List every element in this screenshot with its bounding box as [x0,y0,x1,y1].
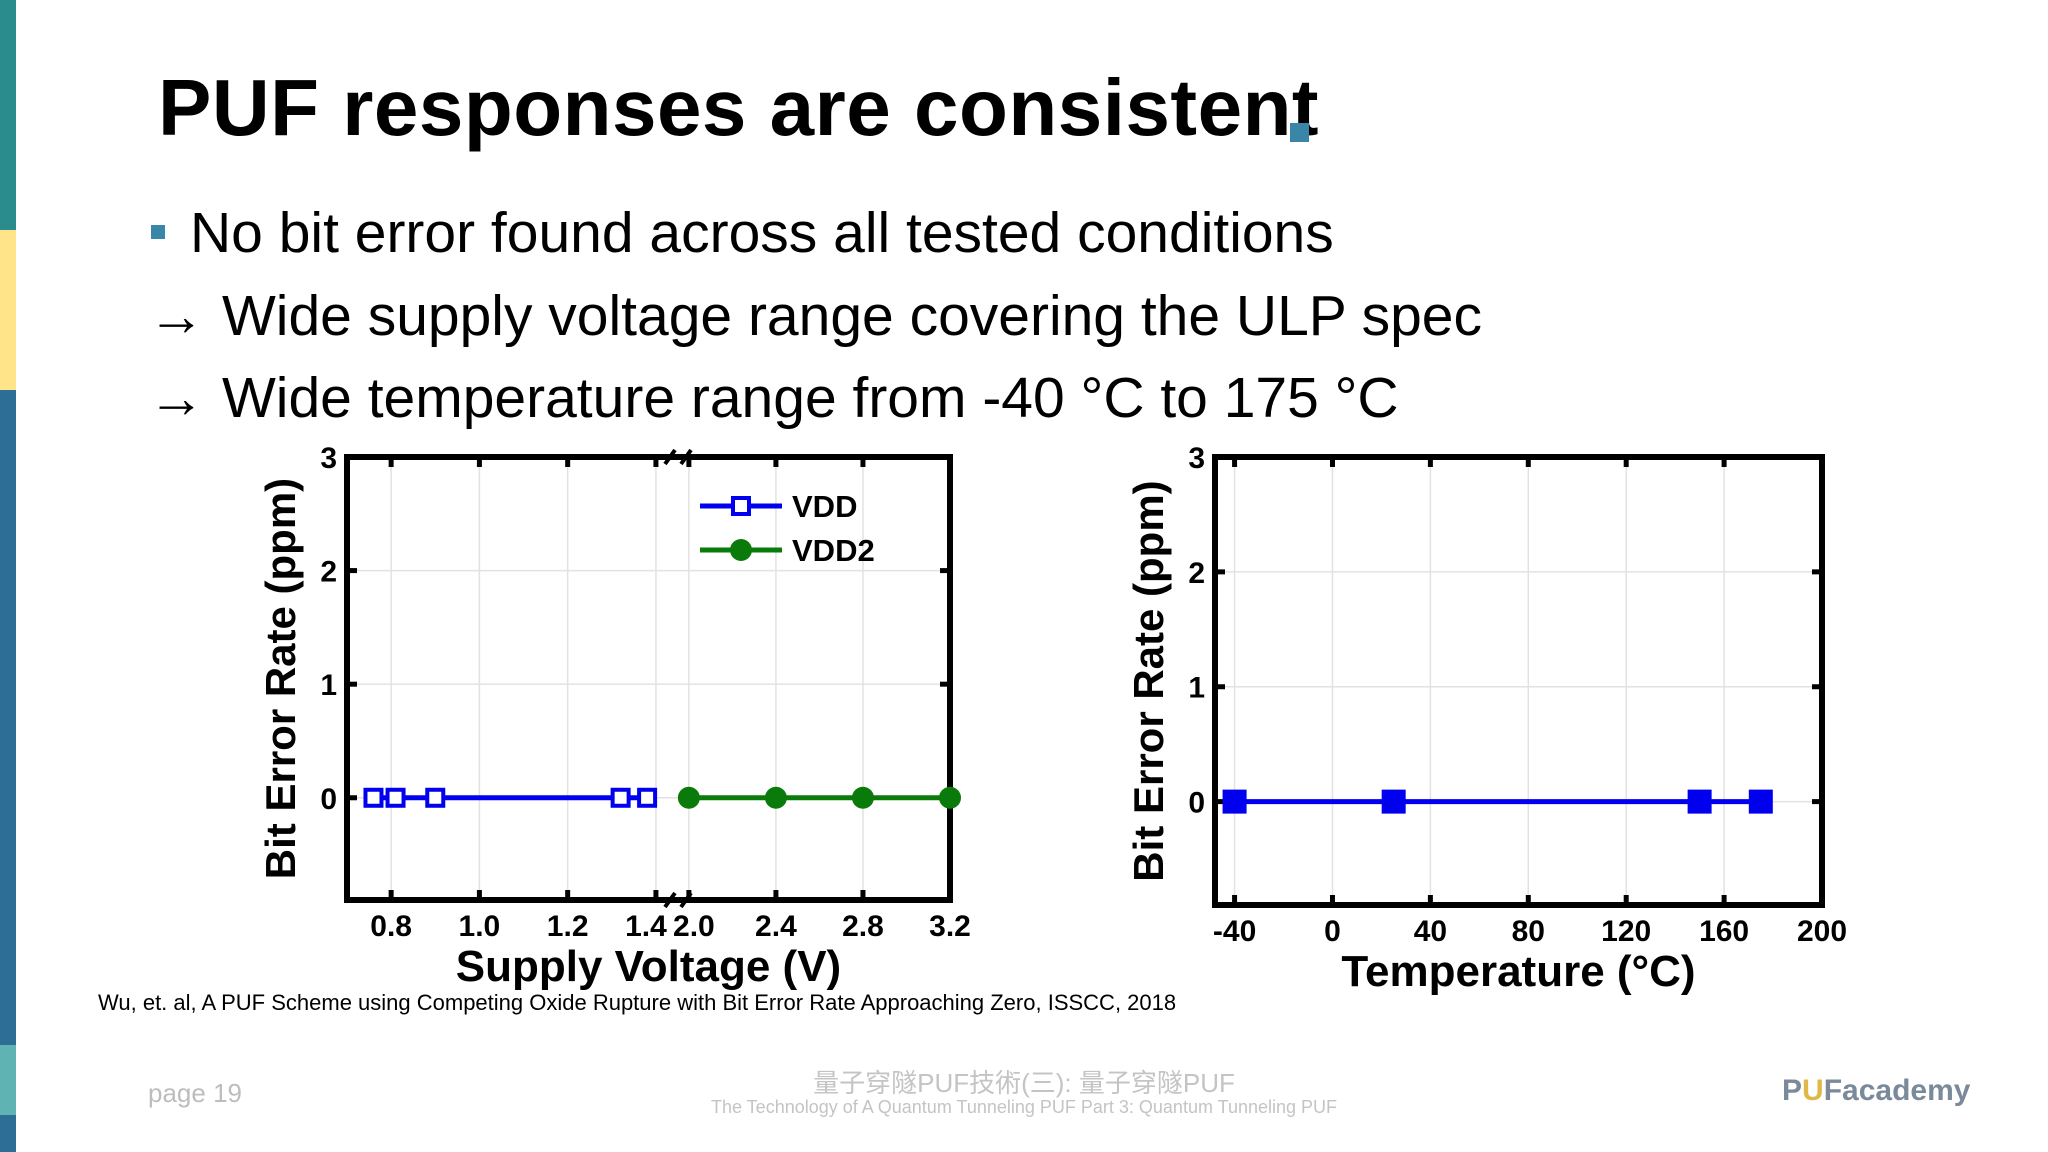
y-tick-label: 0 [320,783,337,816]
x-tick-label: 160 [1699,915,1749,948]
x-tick-label: 0 [1324,915,1341,948]
x-tick-label: 0.8 [370,910,412,943]
data-point-marker [425,787,446,808]
y-tick-label: 2 [1188,557,1205,590]
y-tick-label: 0 [1188,787,1205,820]
legend-label: VDD [792,489,857,524]
axis-break-mark [663,891,693,909]
data-point-marker [677,786,700,809]
x-tick-label: 2.0 [673,910,715,943]
data-point-marker [363,787,384,808]
y-axis-label: Bit Error Rate (ppm) [257,478,304,879]
footer-subtitle: The Technology of A Quantum Tunneling PU… [710,1097,1338,1117]
y-tick-label: 3 [320,442,337,475]
citation: Wu, et. al, A PUF Scheme using Competing… [98,990,1177,1015]
data-point-marker [764,786,787,809]
y-tick-label: 2 [320,556,337,589]
legend-label: VDD2 [792,533,875,568]
pufacademy-logo: PUFacademy [1782,1074,1970,1108]
x-axis-label: Temperature (°C) [1341,947,1695,996]
data-point-marker [939,786,961,809]
data-point-marker [851,786,874,809]
x-tick-label: 200 [1797,915,1847,948]
data-point-marker [385,787,406,808]
x-tick-label: 2.8 [842,910,884,943]
bullet-2: Wide supply voltage range covering the U… [222,284,1483,348]
data-point-marker [731,496,751,516]
plot-frame [1212,454,1825,908]
bullet-3: Wide temperature range from -40 °C to 17… [222,366,1399,430]
bullet-1: No bit error found across all tested con… [190,201,1334,265]
plot-frame [344,454,953,903]
y-tick-label: 1 [1188,672,1205,705]
data-point-marker [610,787,631,808]
temperature-chart: -40 0 40 80 120 160 200 0 1 2 3 Bit Error Rate (ppm… [1125,442,1847,996]
data-point-marker [730,539,752,561]
x-tick-label: 80 [1512,915,1545,948]
footer-title: 量子穿隧PUF技術(三): 量子穿隧PUF [813,1068,1235,1098]
title-accent-dot [1290,123,1309,142]
logo-text-rest: Facademy [1823,1074,1971,1107]
y-axis-label: Bit Error Rate (ppm) [1125,480,1172,881]
y-tick-label: 3 [1188,442,1205,475]
logo-text-u: U [1802,1074,1824,1107]
x-tick-label: 3.2 [929,910,971,943]
x-tick-label: 1.2 [547,910,589,943]
voltage-chart: 0.8 1.0 1.2 1.4 2.0 2.4 2.8 3.2 0 1 2 3 Bit Error Ra… [257,442,971,991]
data-point-marker [637,787,658,808]
x-tick-label: -40 [1213,915,1256,948]
data-point-marker [1222,789,1247,814]
x-tick-label: 1.4 [625,910,667,943]
x-tick-label: 1.0 [459,910,501,943]
x-tick-label: 2.4 [755,910,797,943]
bullet-square-icon [151,225,165,239]
x-tick-label: 40 [1414,915,1447,948]
page-number: page 19 [148,1078,242,1108]
x-tick-label: 120 [1601,915,1651,948]
left-accent-bar [0,0,16,1152]
slide-title: PUF responses are consistent [158,63,1320,152]
y-tick-label: 1 [320,669,337,702]
right-arrow-icon: → [148,284,205,348]
x-axis-label: Supply Voltage (V) [456,942,841,991]
axis-break-mark [663,448,693,466]
data-point-marker [1381,789,1406,814]
data-point-marker [1748,789,1773,814]
right-arrow-icon: → [148,366,205,430]
data-point-marker [1687,789,1712,814]
logo-text-p: P [1782,1074,1803,1107]
